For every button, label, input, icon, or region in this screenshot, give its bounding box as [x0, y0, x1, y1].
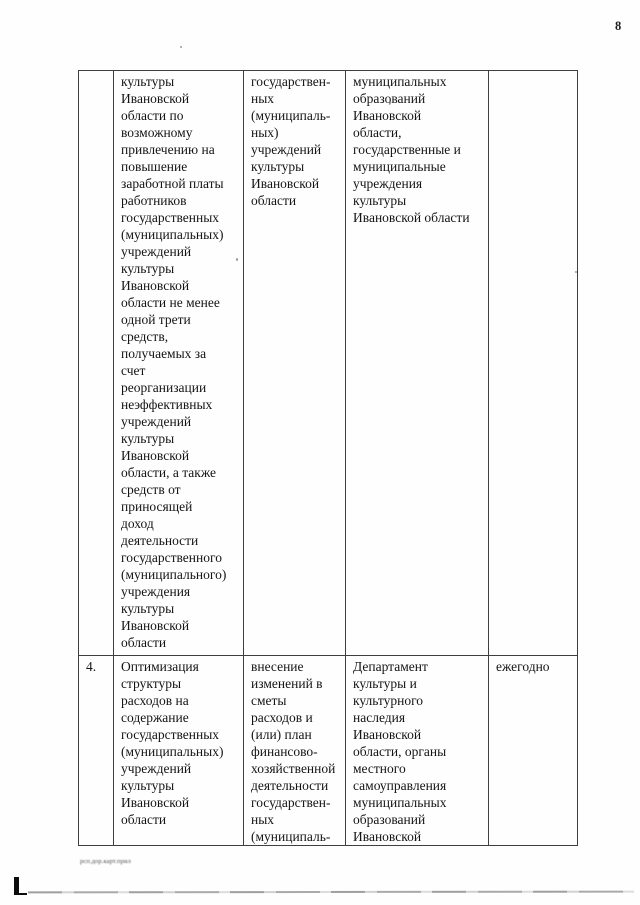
scan-speck [180, 46, 182, 48]
corner-crop-mark [14, 877, 27, 895]
cell-measure: Оптимизация структуры расходов на содерж… [113, 655, 244, 846]
footer-file-code: рсп.дор.карт.прил [80, 858, 131, 865]
page-number: 8 [615, 19, 622, 33]
cell-responsible: Департамент культуры и культурного насле… [345, 655, 489, 846]
cell-term [488, 70, 578, 656]
table-row-continued: культуры Ивановской области по возможном… [78, 70, 578, 656]
table-row-4: 4. Оптимизация структуры расходов на сод… [78, 655, 578, 846]
cell-row-number: 4. [78, 655, 114, 846]
scan-speck [575, 271, 577, 273]
cell-row-number [78, 70, 114, 656]
cell-responsible: муниципальных образований Ивановской обл… [345, 70, 489, 656]
scan-speck [236, 258, 238, 261]
cell-result: внесение изменений в сметы расходов и (и… [243, 655, 346, 846]
cell-measure: культуры Ивановской области по возможном… [113, 70, 244, 656]
action-plan-table: культуры Ивановской области по возможном… [78, 70, 578, 846]
cell-term: ежегодно [488, 655, 578, 846]
scan-artifact-line [27, 890, 635, 893]
cell-result: государствен- ных (муниципаль- ных) учре… [243, 70, 346, 656]
